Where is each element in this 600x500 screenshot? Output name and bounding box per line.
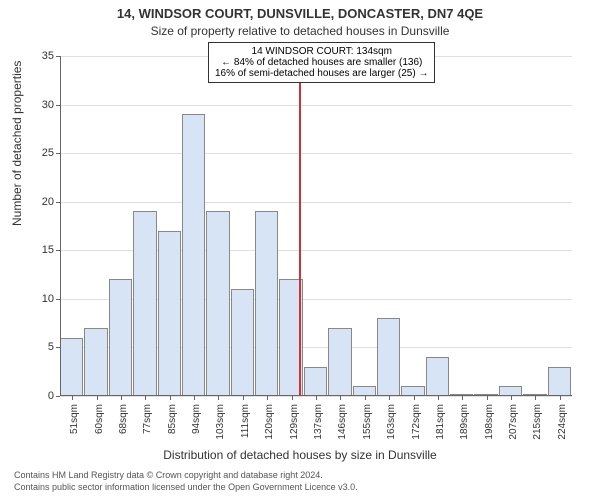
x-tick — [511, 396, 512, 400]
x-tick-label: 224sqm — [557, 404, 568, 440]
x-tick-label: 120sqm — [264, 404, 275, 440]
x-tick-label: 189sqm — [459, 404, 470, 440]
x-tick — [487, 396, 488, 400]
y-tick — [56, 396, 60, 397]
x-tick-label: 77sqm — [142, 404, 153, 434]
x-tick-label: 155sqm — [362, 404, 373, 440]
x-tick-label: 207sqm — [508, 404, 519, 440]
x-tick-label: 181sqm — [435, 404, 446, 440]
x-tick — [218, 396, 219, 400]
x-tick-label: 137sqm — [313, 404, 324, 440]
y-axis-label: Number of detached properties — [10, 61, 24, 226]
x-axis-label: Distribution of detached houses by size … — [0, 448, 600, 462]
x-tick-label: 68sqm — [118, 404, 129, 434]
x-tick — [194, 396, 195, 400]
footer-copyright-2: Contains public sector information licen… — [14, 482, 358, 492]
histogram-bar — [158, 231, 181, 396]
x-axis — [60, 395, 572, 396]
grid-line — [60, 105, 572, 106]
grid-line — [60, 202, 572, 203]
x-tick-label: 111sqm — [240, 404, 251, 438]
x-tick-label: 94sqm — [191, 404, 202, 434]
y-tick-label: 35 — [42, 50, 54, 62]
reference-marker-line — [299, 56, 301, 396]
plot-area: 14 WINDSOR COURT: 134sqm← 84% of detache… — [60, 56, 572, 396]
x-tick — [365, 396, 366, 400]
histogram-bar — [548, 367, 571, 396]
x-tick — [414, 396, 415, 400]
y-axis — [60, 56, 61, 396]
x-tick-label: 198sqm — [484, 404, 495, 440]
histogram-bar — [206, 211, 229, 396]
x-tick — [340, 396, 341, 400]
x-tick — [389, 396, 390, 400]
x-tick-label: 146sqm — [337, 404, 348, 440]
histogram-bar — [182, 114, 205, 396]
histogram-bar — [304, 367, 327, 396]
x-tick-label: 85sqm — [167, 404, 178, 434]
x-tick — [462, 396, 463, 400]
histogram-bar — [231, 289, 254, 396]
x-tick-label: 129sqm — [289, 404, 300, 440]
histogram-bar — [84, 328, 107, 396]
y-tick-label: 25 — [42, 147, 54, 159]
annotation-line: ← 84% of detached houses are smaller (13… — [215, 57, 428, 68]
x-tick-label: 215sqm — [532, 404, 543, 440]
x-tick-label: 103sqm — [215, 404, 226, 440]
histogram-bar — [60, 338, 83, 396]
annotation-line: 16% of semi-detached houses are larger (… — [215, 68, 428, 79]
x-tick — [560, 396, 561, 400]
histogram-bar — [426, 357, 449, 396]
grid-line — [60, 153, 572, 154]
histogram-bar — [328, 328, 351, 396]
histogram-bar — [377, 318, 400, 396]
x-tick-label: 172sqm — [411, 404, 422, 440]
y-tick-label: 15 — [42, 244, 54, 256]
x-tick-label: 60sqm — [94, 404, 105, 434]
histogram-bar — [133, 211, 156, 396]
chart-title-address: 14, WINDSOR COURT, DUNSVILLE, DONCASTER,… — [0, 6, 600, 21]
histogram-bar — [109, 279, 132, 396]
x-tick — [145, 396, 146, 400]
histogram-bar — [255, 211, 278, 396]
x-tick-label: 163sqm — [386, 404, 397, 440]
x-tick — [72, 396, 73, 400]
y-tick-label: 30 — [42, 99, 54, 111]
annotation-line: 14 WINDSOR COURT: 134sqm — [215, 46, 428, 57]
x-tick — [243, 396, 244, 400]
x-tick — [292, 396, 293, 400]
x-tick-label: 51sqm — [69, 404, 80, 434]
x-tick — [97, 396, 98, 400]
chart-subtitle: Size of property relative to detached ho… — [0, 24, 600, 38]
y-tick-label: 0 — [48, 390, 54, 402]
y-tick-label: 5 — [48, 341, 54, 353]
annotation-callout: 14 WINDSOR COURT: 134sqm← 84% of detache… — [208, 42, 435, 83]
x-tick — [316, 396, 317, 400]
x-tick — [267, 396, 268, 400]
x-tick — [121, 396, 122, 400]
x-tick — [170, 396, 171, 400]
y-tick-label: 10 — [42, 293, 54, 305]
x-tick — [535, 396, 536, 400]
y-tick-label: 20 — [42, 196, 54, 208]
x-tick — [438, 396, 439, 400]
footer-copyright-1: Contains HM Land Registry data © Crown c… — [14, 470, 323, 480]
